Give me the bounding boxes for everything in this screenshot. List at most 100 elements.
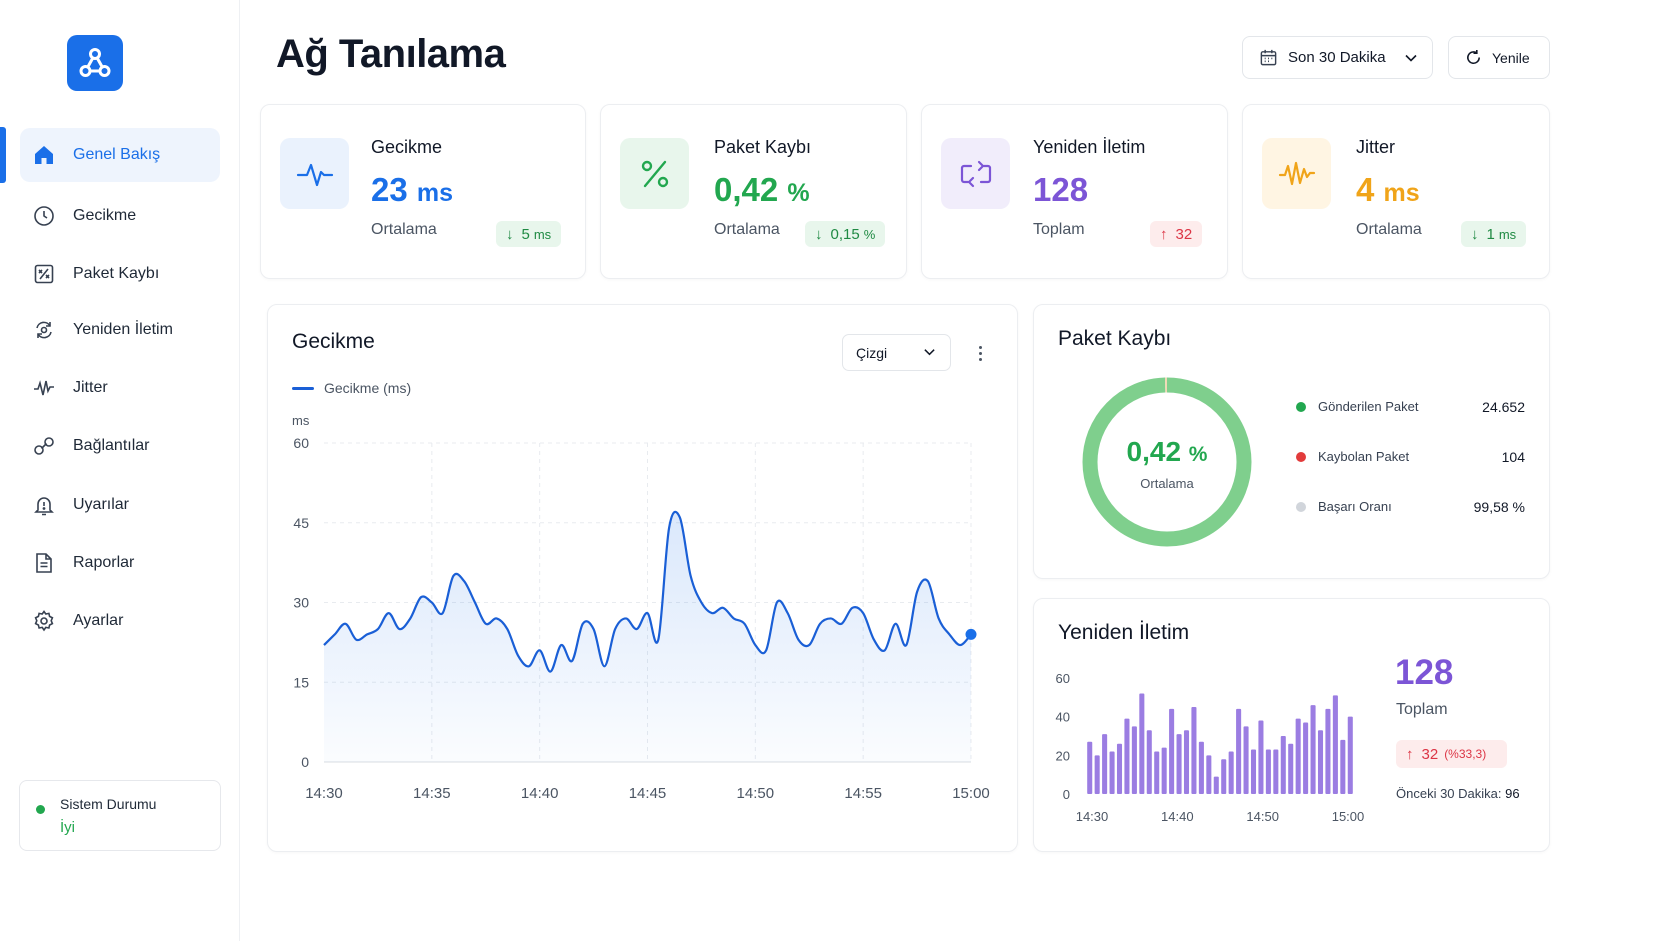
sidebar-item-packet-loss[interactable]: Paket Kaybı	[20, 247, 220, 301]
arrow-up-icon: ↑	[1160, 225, 1168, 243]
kpi-title: Paket Kaybı	[714, 137, 812, 157]
kpi-title: Jitter	[1356, 137, 1396, 157]
x-tick-label: 14:35	[413, 785, 451, 802]
sidebar-item-reports[interactable]: Raporlar	[20, 536, 220, 590]
kpi-card-retransmit[interactable]: Yeniden İletim 128 Toplam ↑ 32	[921, 104, 1228, 279]
gear-icon	[32, 609, 56, 633]
kpi-delta-badge: ↓ 0,15%	[805, 221, 886, 247]
kpi-card-latency[interactable]: Gecikme 23 ms Ortalama ↓ 5 ms	[260, 104, 586, 279]
x-tick-label: 14:55	[844, 785, 882, 802]
packet-loss-donut-chart	[1082, 377, 1252, 547]
y-tick-label: 30	[293, 595, 309, 611]
arrow-down-icon: ↓	[815, 225, 823, 243]
sidebar-item-label: Bağlantılar	[73, 437, 150, 454]
retransmit-bar	[1109, 751, 1115, 794]
packet-row-value: 24.652	[1482, 399, 1525, 415]
y-tick-label: 60	[1056, 671, 1070, 686]
sidebar-item-jitter[interactable]: Jitter	[20, 361, 220, 415]
retransmit-bar	[1094, 755, 1100, 794]
chevron-down-icon	[1405, 54, 1417, 62]
time-range-label: Son 30 Dakika	[1288, 49, 1386, 66]
retransmit-bar	[1087, 741, 1093, 794]
sidebar-item-label: Uyarılar	[73, 496, 130, 513]
packet-row-label: Gönderilen Paket	[1318, 399, 1419, 414]
retransmit-bar	[1310, 705, 1316, 794]
arrow-up-icon: ↑	[1406, 745, 1414, 763]
retransmit-bar-chart: 0 20 40 60 14:30 14:40 14:50 15:00	[1056, 671, 1365, 824]
pulse-icon	[32, 376, 56, 400]
y-tick-label: 0	[301, 754, 309, 770]
retransmit-bar	[1139, 693, 1145, 794]
retransmit-bar	[1102, 734, 1108, 794]
kpi-card-jitter[interactable]: Jitter 4 ms Ortalama ↓ 1 ms	[1242, 104, 1550, 279]
retransmit-bar	[1243, 726, 1249, 794]
kpi-subtitle: Ortalama	[371, 221, 437, 238]
time-range-dropdown[interactable]: Son 30 Dakika	[1242, 36, 1433, 79]
y-tick-label: 0	[1063, 787, 1070, 802]
retransmit-bar	[1154, 751, 1160, 794]
retransmit-bar	[1265, 749, 1271, 794]
more-options-icon[interactable]	[968, 340, 992, 366]
retransmit-bar	[1288, 743, 1294, 794]
kpi-card-packet-loss[interactable]: Paket Kaybı 0,42 % Ortalama ↓ 0,15%	[600, 104, 907, 279]
document-icon	[32, 551, 56, 575]
retransmit-bar	[1332, 695, 1338, 794]
legend-dot-lost	[1296, 452, 1306, 462]
sidebar: Genel Bakış Gecikme Paket Kaybı Yeniden …	[0, 0, 240, 941]
sidebar-item-label: Ayarlar	[73, 612, 124, 629]
waveform-icon	[1262, 138, 1331, 209]
arrow-down-icon: ↓	[506, 225, 514, 243]
retransmit-bar	[1116, 743, 1123, 794]
retransmit-bar	[1325, 708, 1331, 794]
x-tick-label: 14:40	[521, 785, 559, 802]
x-tick-label: 14:40	[1161, 809, 1194, 824]
system-status-card: Sistem Durumu İyi	[19, 780, 221, 851]
retransmit-bar	[1183, 730, 1190, 794]
sidebar-item-label: Yeniden İletim	[73, 321, 173, 338]
sidebar-item-overview[interactable]: Genel Bakış	[20, 128, 220, 182]
latency-panel-title: Gecikme	[292, 330, 375, 353]
sidebar-item-retransmit[interactable]: Yeniden İletim	[20, 303, 220, 357]
kpi-value: 4 ms	[1356, 171, 1420, 208]
sidebar-item-connections[interactable]: Bağlantılar	[20, 419, 220, 473]
app-logo[interactable]	[67, 35, 123, 91]
kpi-value: 0,42 %	[714, 171, 810, 208]
x-tick-label: 15:00	[1332, 809, 1365, 824]
retransmit-bar	[1280, 736, 1286, 794]
retransmit-bar	[1176, 734, 1182, 794]
sidebar-item-settings[interactable]: Ayarlar	[20, 594, 220, 648]
y-tick-label: 40	[1056, 710, 1070, 725]
retransmit-bar	[1146, 730, 1152, 794]
status-dot	[36, 805, 45, 814]
retransmit-bar	[1228, 751, 1234, 794]
latency-area	[324, 511, 971, 762]
retransmit-bar	[1198, 741, 1204, 794]
kpi-title: Yeniden İletim	[1033, 137, 1146, 157]
network-nodes-icon	[79, 48, 111, 77]
status-title: Sistem Durumu	[60, 796, 157, 812]
bell-alert-icon	[32, 493, 56, 517]
retransmit-icon	[32, 318, 56, 342]
retransmit-total-value: 128	[1395, 653, 1454, 692]
y-tick-label: 15	[293, 674, 309, 690]
packet-row-value: 99,58 %	[1473, 499, 1525, 515]
retransmit-bar	[1236, 708, 1242, 794]
chart-type-select[interactable]: Çizgi	[842, 334, 951, 371]
home-icon	[32, 143, 56, 167]
retransmit-bar	[1258, 720, 1264, 794]
kpi-value: 23 ms	[371, 171, 454, 208]
sidebar-item-label: Gecikme	[73, 207, 137, 224]
sidebar-item-alerts[interactable]: Uyarılar	[20, 478, 220, 532]
legend-dot-success	[1296, 502, 1306, 512]
refresh-label: Yenile	[1492, 49, 1530, 66]
sidebar-item-latency[interactable]: Gecikme	[20, 189, 220, 243]
chevron-down-icon	[924, 349, 935, 356]
latency-last-point	[965, 628, 977, 640]
retransmit-bar	[1191, 707, 1197, 794]
retransmit-bar	[1273, 749, 1279, 794]
refresh-button[interactable]: Yenile	[1448, 36, 1550, 79]
kpi-delta-badge: ↓ 1 ms	[1461, 221, 1527, 247]
kpi-delta-badge: ↑ 32	[1150, 221, 1203, 247]
status-value: İyi	[60, 819, 75, 836]
y-tick-label: 20	[1056, 748, 1070, 763]
